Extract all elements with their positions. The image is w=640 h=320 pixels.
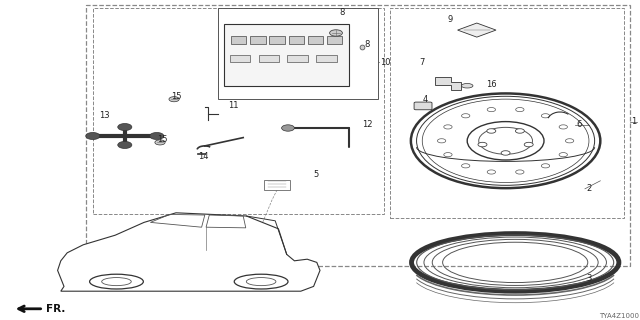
Text: 7: 7 xyxy=(419,58,424,67)
Text: 12: 12 xyxy=(362,120,372,129)
Polygon shape xyxy=(458,23,496,37)
Bar xyxy=(218,8,378,99)
Ellipse shape xyxy=(461,84,473,88)
Polygon shape xyxy=(224,24,349,86)
Bar xyxy=(93,8,384,214)
FancyBboxPatch shape xyxy=(250,36,266,44)
Polygon shape xyxy=(58,213,320,291)
Bar xyxy=(390,8,624,218)
Text: 15: 15 xyxy=(172,92,182,100)
FancyBboxPatch shape xyxy=(259,55,279,62)
Text: 5: 5 xyxy=(314,170,319,179)
Text: 15: 15 xyxy=(157,135,167,144)
Text: 4: 4 xyxy=(422,95,428,104)
Circle shape xyxy=(86,132,100,140)
Circle shape xyxy=(155,140,165,145)
Text: 8: 8 xyxy=(365,40,370,49)
FancyBboxPatch shape xyxy=(269,36,285,44)
Circle shape xyxy=(118,124,132,131)
Text: 14: 14 xyxy=(198,152,209,161)
Bar xyxy=(86,5,630,266)
Circle shape xyxy=(282,125,294,131)
Ellipse shape xyxy=(444,125,452,129)
FancyBboxPatch shape xyxy=(289,36,304,44)
Ellipse shape xyxy=(487,108,495,112)
Text: 16: 16 xyxy=(486,80,497,89)
Text: 11: 11 xyxy=(228,101,238,110)
FancyBboxPatch shape xyxy=(264,180,290,190)
Ellipse shape xyxy=(541,164,550,168)
Ellipse shape xyxy=(566,139,574,143)
Polygon shape xyxy=(435,77,461,90)
Text: 9: 9 xyxy=(448,15,453,24)
Circle shape xyxy=(169,97,179,102)
Ellipse shape xyxy=(516,108,524,112)
FancyBboxPatch shape xyxy=(327,36,342,44)
Text: 8: 8 xyxy=(339,8,344,17)
FancyBboxPatch shape xyxy=(230,55,250,62)
Ellipse shape xyxy=(541,114,550,118)
Ellipse shape xyxy=(461,114,470,118)
Ellipse shape xyxy=(478,142,487,147)
FancyBboxPatch shape xyxy=(231,36,246,44)
Text: TYA4Z1000: TYA4Z1000 xyxy=(599,313,639,319)
Ellipse shape xyxy=(487,170,495,174)
Circle shape xyxy=(118,141,132,148)
Ellipse shape xyxy=(487,129,496,133)
Ellipse shape xyxy=(559,125,568,129)
Ellipse shape xyxy=(524,142,533,147)
Text: FR.: FR. xyxy=(46,304,65,314)
Ellipse shape xyxy=(461,164,470,168)
FancyBboxPatch shape xyxy=(287,55,308,62)
Text: 10: 10 xyxy=(380,58,390,67)
Ellipse shape xyxy=(438,139,446,143)
Text: 6: 6 xyxy=(576,120,581,129)
Text: 3: 3 xyxy=(586,274,591,283)
Text: 13: 13 xyxy=(99,111,110,120)
Circle shape xyxy=(150,132,164,140)
FancyBboxPatch shape xyxy=(308,36,323,44)
Ellipse shape xyxy=(444,153,452,157)
Text: 2: 2 xyxy=(586,184,591,193)
FancyBboxPatch shape xyxy=(316,55,337,62)
Ellipse shape xyxy=(501,151,510,155)
Ellipse shape xyxy=(516,170,524,174)
Text: 1: 1 xyxy=(631,117,636,126)
Ellipse shape xyxy=(559,153,568,157)
Circle shape xyxy=(330,30,342,36)
Ellipse shape xyxy=(515,129,524,133)
FancyBboxPatch shape xyxy=(414,102,432,110)
